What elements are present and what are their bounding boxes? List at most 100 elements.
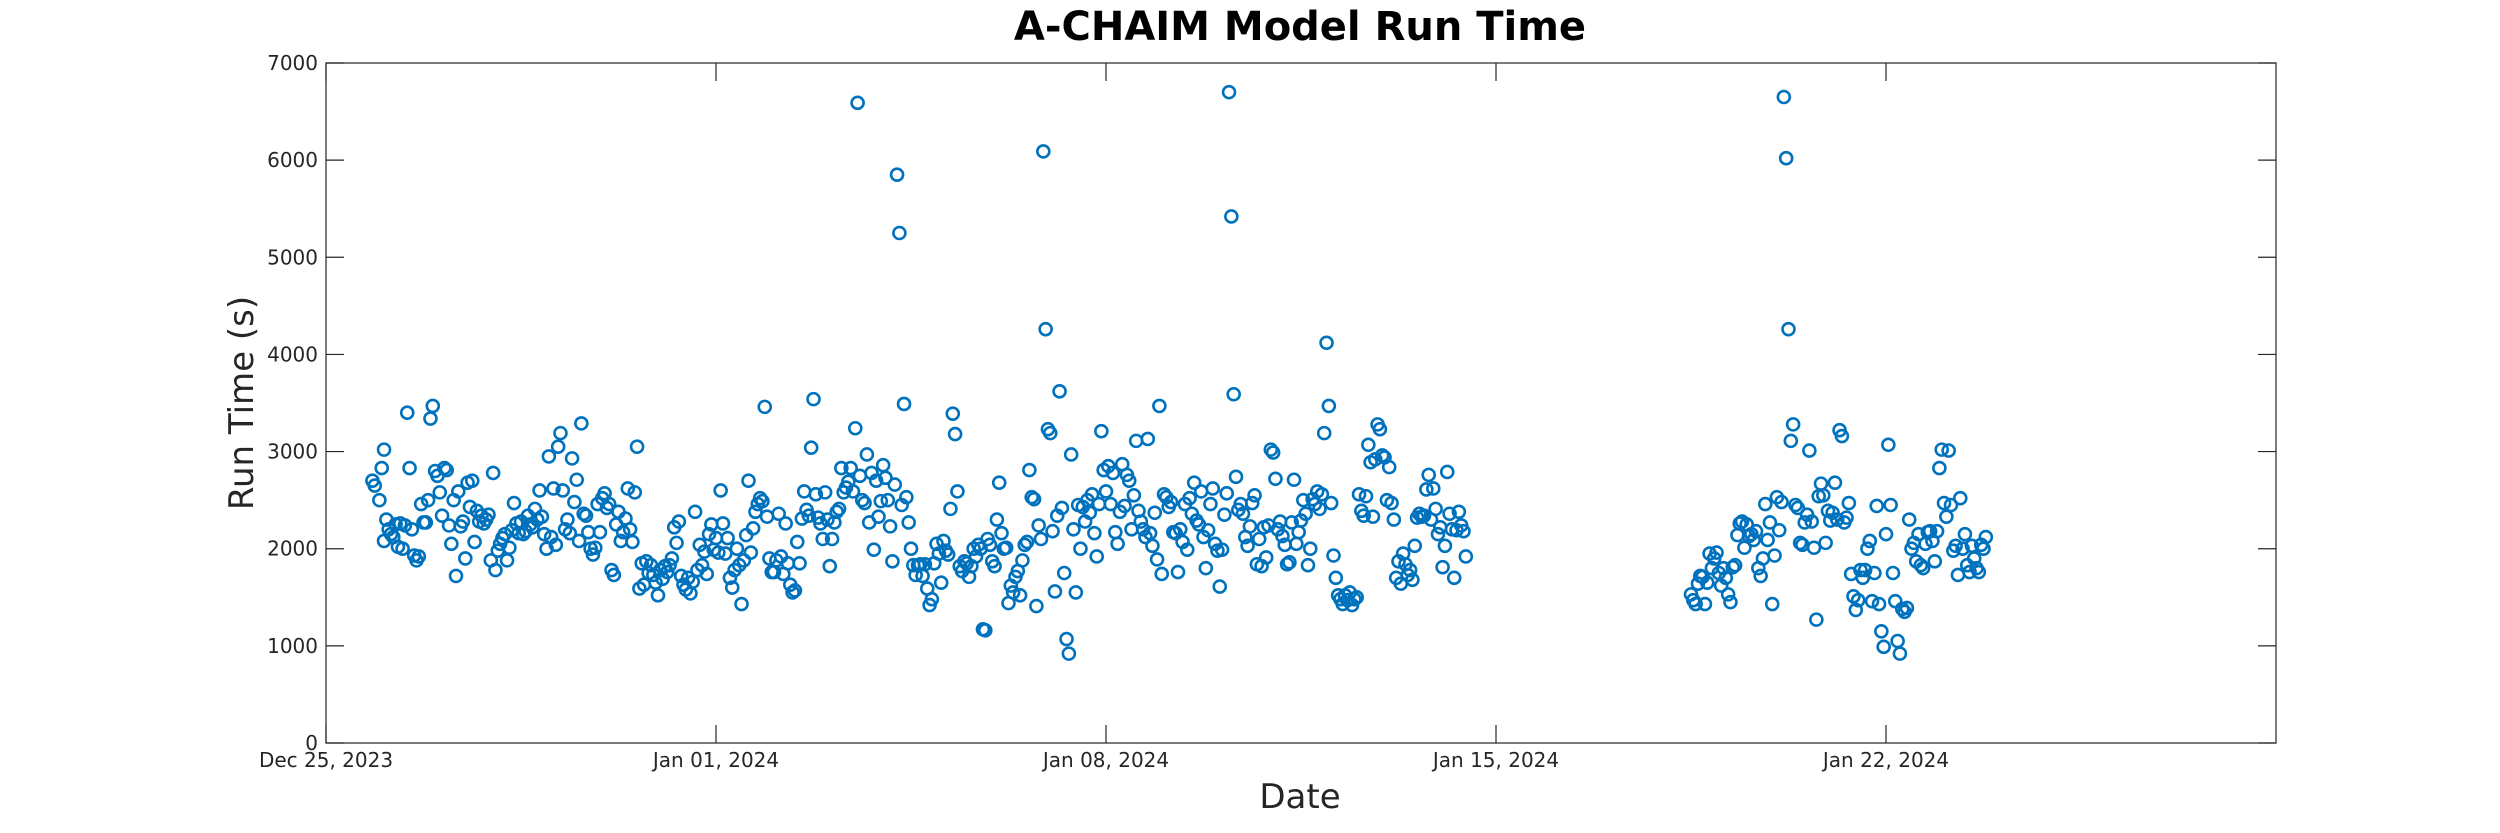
- data-point: [1971, 564, 1987, 580]
- data-point: [1349, 589, 1365, 605]
- x-tick-label: Jan 01, 2024: [651, 748, 779, 772]
- data-point: [606, 567, 622, 583]
- data-point: [448, 568, 464, 584]
- data-point: [1885, 565, 1901, 581]
- data-point: [697, 544, 712, 559]
- data-point: [1200, 522, 1216, 538]
- data-point: [1275, 528, 1290, 544]
- data-point: [843, 460, 858, 476]
- data-point: [1834, 428, 1850, 444]
- data-point: [1948, 538, 1963, 554]
- data-point: [555, 483, 571, 498]
- data-point: [917, 556, 933, 572]
- data-point: [550, 439, 566, 455]
- data-point: [488, 562, 503, 578]
- data-point: [1036, 144, 1051, 159]
- data-point: [1709, 545, 1724, 560]
- data-point: [1802, 443, 1817, 458]
- data-point: [1790, 500, 1806, 516]
- data-point: [1699, 575, 1715, 591]
- data-point: [1302, 541, 1318, 557]
- data-point: [817, 485, 833, 500]
- data-point: [1235, 506, 1251, 522]
- data-point: [1214, 542, 1230, 557]
- data-point: [824, 531, 840, 547]
- data-point: [998, 540, 1014, 556]
- data-point: [1767, 548, 1782, 563]
- y-tick-label: 1000: [267, 634, 318, 658]
- data-point: [1829, 512, 1845, 527]
- data-point: [887, 477, 903, 492]
- data-point: [1850, 592, 1866, 608]
- data-point: [1298, 506, 1313, 522]
- data-point: [1809, 612, 1824, 627]
- data-point: [1268, 471, 1283, 487]
- x-axis: Dec 25, 2023 Jan 01, 2024 Jan 08, 2024 Jan …: [259, 63, 1949, 772]
- data-point: [1203, 496, 1218, 512]
- data-point: [1748, 523, 1764, 539]
- data-point: [1103, 496, 1118, 512]
- y-axis: 0 1000 2000 3000 4000 5000 6000 7000: [267, 51, 2276, 755]
- data-point: [787, 583, 803, 598]
- data-point: [1012, 588, 1028, 603]
- data-point: [1857, 562, 1873, 578]
- data-point: [1251, 531, 1267, 547]
- data-point: [1140, 431, 1156, 447]
- data-point: [752, 490, 768, 506]
- data-point: [1056, 565, 1072, 581]
- data-point: [1804, 514, 1820, 529]
- data-point: [1781, 321, 1796, 337]
- data-point: [834, 460, 849, 476]
- data-point: [1073, 541, 1088, 557]
- data-point: [859, 447, 875, 462]
- data-point: [1217, 507, 1232, 523]
- data-point: [1265, 445, 1281, 460]
- data-point: [1848, 602, 1864, 618]
- data-point: [882, 519, 898, 534]
- data-point: [1688, 596, 1703, 612]
- data-point: [418, 515, 434, 530]
- data-point: [1757, 496, 1773, 512]
- data-point: [1899, 600, 1915, 616]
- y-tick-label: 7000: [267, 51, 318, 75]
- data-point: [936, 533, 951, 549]
- data-point: [1381, 459, 1397, 475]
- data-point: [1052, 384, 1067, 399]
- data-point: [1446, 570, 1462, 586]
- data-point: [1957, 526, 1973, 542]
- data-point: [506, 495, 522, 511]
- data-point: [1089, 549, 1105, 564]
- data-point: [615, 524, 631, 540]
- data-point: [1841, 495, 1857, 511]
- data-point: [1901, 512, 1917, 527]
- data-point: [1862, 533, 1878, 549]
- data-point: [562, 525, 578, 541]
- data-point: [1282, 555, 1297, 570]
- data-point: [1286, 472, 1302, 488]
- data-point: [1881, 437, 1896, 453]
- data-point: [1351, 487, 1367, 502]
- data-point: [994, 525, 1009, 541]
- data-point: [1300, 557, 1316, 573]
- data-point: [425, 398, 441, 414]
- data-point: [1226, 386, 1241, 402]
- data-point: [1205, 481, 1221, 496]
- data-point: [669, 535, 684, 551]
- data-point: [785, 585, 800, 600]
- data-point: [1244, 495, 1260, 511]
- data-point: [1221, 84, 1237, 100]
- data-point: [713, 483, 728, 498]
- data-point: [627, 485, 643, 500]
- data-point: [1084, 487, 1100, 502]
- data-point: [947, 426, 963, 442]
- data-point: [1697, 596, 1713, 612]
- data-point: [1864, 593, 1880, 609]
- data-point: [880, 492, 896, 508]
- data-point: [945, 406, 961, 421]
- data-point: [1242, 519, 1258, 534]
- data-point: [1855, 570, 1871, 586]
- data-point: [1182, 490, 1197, 506]
- data-point: [567, 494, 582, 510]
- data-point: [745, 521, 761, 536]
- data-point: [1822, 513, 1838, 528]
